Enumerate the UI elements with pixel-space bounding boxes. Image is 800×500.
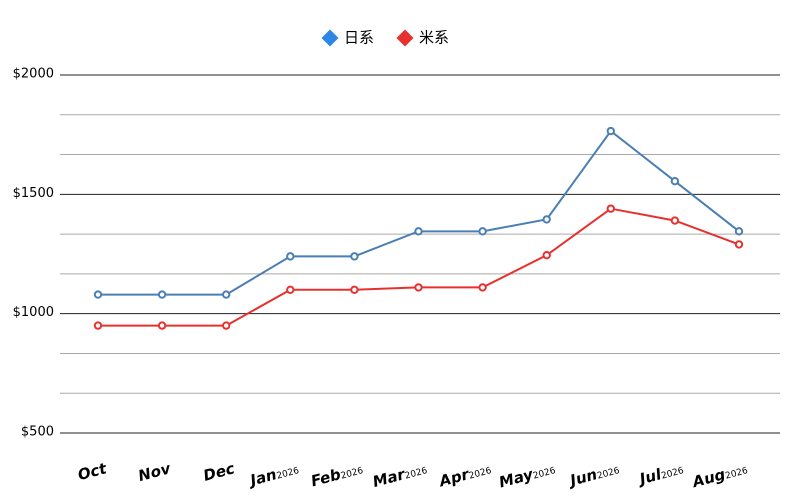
y-tick-label: $2000 xyxy=(13,67,54,82)
x-tick-month: Feb xyxy=(309,465,343,490)
x-tick-label: Jan2026 xyxy=(245,459,300,490)
point xyxy=(93,290,103,299)
legend-item: 日系 xyxy=(321,29,374,47)
series-line xyxy=(98,129,740,296)
point xyxy=(350,252,359,261)
series-line xyxy=(98,207,740,327)
x-tick-year: 2026 xyxy=(532,466,557,482)
x-tick-month: Aug xyxy=(690,465,728,491)
x-tick: Jun2026 xyxy=(565,459,621,490)
point xyxy=(542,250,551,260)
point xyxy=(734,240,744,249)
point xyxy=(157,290,167,299)
x-tick-label: Apr2026 xyxy=(436,459,493,490)
point xyxy=(222,290,231,299)
x-tick: Aug2026 xyxy=(690,459,750,491)
legend-marker xyxy=(396,29,414,47)
point xyxy=(606,126,615,136)
x-tick-year: 2026 xyxy=(276,466,301,482)
point xyxy=(414,283,423,292)
x-tick-month: Dec xyxy=(201,459,236,485)
x-tick-month: Jan xyxy=(245,465,278,490)
y-tick-label: $500 xyxy=(21,425,54,440)
point xyxy=(414,227,423,236)
x-tick-month: May xyxy=(497,464,536,491)
point xyxy=(670,216,680,225)
x-tick: Oct xyxy=(76,459,109,484)
x-tick-month: Mar xyxy=(371,464,409,490)
x-tick-label: Jul2026 xyxy=(635,459,686,489)
x-tick: Feb2026 xyxy=(309,459,365,490)
x-tick: Nov xyxy=(136,459,173,485)
x-tick-month: Apr xyxy=(436,464,472,490)
point xyxy=(478,227,487,236)
x-tick: Dec xyxy=(201,459,236,485)
x-tick: May2026 xyxy=(497,459,557,491)
point xyxy=(670,177,680,186)
y-tick-label: $1500 xyxy=(13,186,54,201)
x-tick: Mar2026 xyxy=(371,459,429,491)
x-tick-year: 2026 xyxy=(596,466,621,482)
point xyxy=(350,285,359,294)
x-tick-month: Jul xyxy=(635,465,664,489)
x-tick-year: 2026 xyxy=(724,466,749,482)
point xyxy=(157,321,167,330)
x-tick-label: Nov xyxy=(136,459,173,485)
x-tick-label: Dec xyxy=(201,459,236,485)
point xyxy=(286,252,295,261)
x-tick-month: Oct xyxy=(76,459,109,484)
point xyxy=(606,204,615,213)
legend-label: 日系 xyxy=(344,29,374,47)
point xyxy=(93,321,103,330)
legend-marker xyxy=(321,29,339,47)
x-tick-label: Jun2026 xyxy=(565,459,621,490)
x-tick: Jul2026 xyxy=(635,459,686,489)
legend-label: 米系 xyxy=(419,29,449,47)
point xyxy=(734,227,744,236)
x-tick-month: Jun xyxy=(565,465,599,490)
x-tick-label: Feb2026 xyxy=(309,459,365,490)
x-tick-month: Nov xyxy=(136,459,173,485)
legend-item: 米系 xyxy=(396,29,449,47)
point xyxy=(222,321,231,330)
x-tick-year: 2026 xyxy=(404,466,429,482)
x-tick-year: 2026 xyxy=(660,466,685,482)
point xyxy=(478,283,487,292)
x-tick-label: Oct xyxy=(76,459,109,484)
y-tick-label: $1000 xyxy=(13,305,54,320)
x-tick-year: 2026 xyxy=(468,466,493,482)
x-tick-label: Mar2026 xyxy=(371,459,429,491)
x-tick-year: 2026 xyxy=(340,466,365,482)
x-tick: Apr2026 xyxy=(436,459,493,490)
point xyxy=(542,215,551,224)
x-tick: Jan2026 xyxy=(245,459,300,490)
point xyxy=(286,285,295,294)
x-tick-label: May2026 xyxy=(497,459,557,491)
x-tick-label: Aug2026 xyxy=(690,459,750,491)
